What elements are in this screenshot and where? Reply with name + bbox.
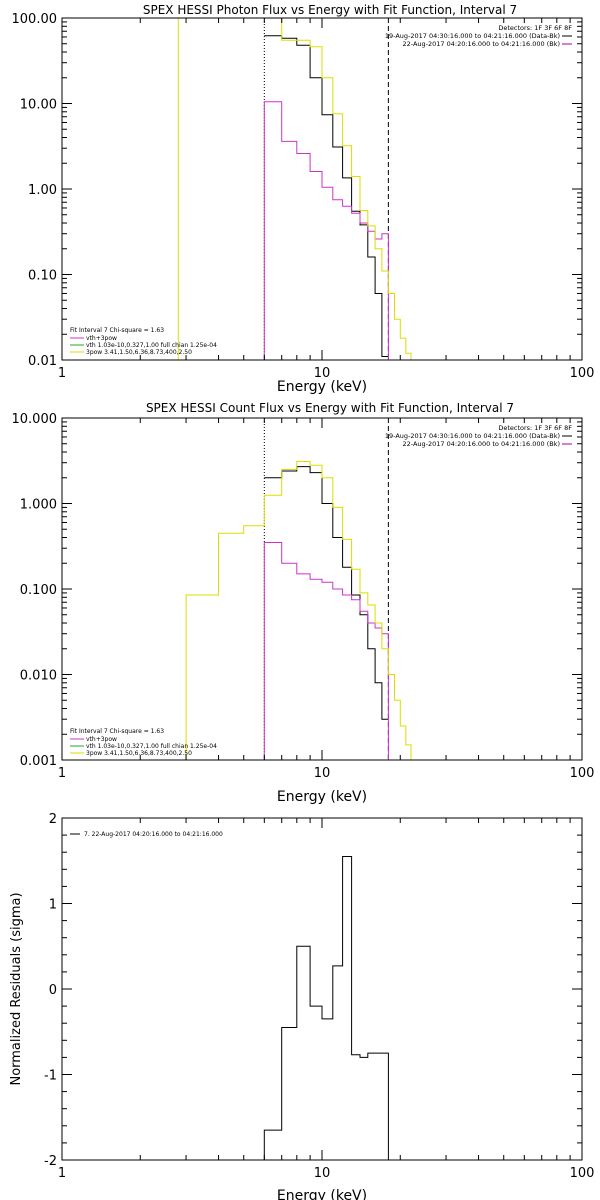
- series-model: [177, 17, 416, 361]
- y-tick-label: 0.010: [20, 669, 57, 684]
- panel3-legend-text: 7. 22-Aug-2017 04:20:16.000 to 04:21:16.…: [84, 831, 223, 838]
- series-thermal: [263, 542, 389, 760]
- panel1-fit-title: Fit Interval 7 Chi-square = 1.63: [70, 327, 164, 334]
- y-tick-label: -2: [44, 1154, 57, 1169]
- y-tick-label: 1: [49, 898, 57, 913]
- x-tick-label: 1: [58, 766, 66, 781]
- y-tick-label: 0.001: [20, 754, 57, 769]
- panel-photon-flux: SPEX HESSI Photon Flux vs Energy with Fi…: [12, 3, 595, 395]
- panel2-fit-legend: Fit Interval 7 Chi-square = 1.63 vth+3po…: [70, 728, 217, 757]
- y-tick-label: 10.00: [20, 98, 57, 113]
- y-tick-label: 0.01: [28, 354, 57, 369]
- panel2-info-detectors: Detectors: 1F 3F 6F 8F: [498, 424, 572, 432]
- panel3-ylabel: Normalized Residuals (sigma): [9, 892, 24, 1085]
- panel2-fit-3pow: 3pow 3.41,1.50,6.36,8.73,400,2.50: [86, 750, 192, 757]
- x-tick-label: 1: [58, 1166, 66, 1181]
- panel3-xlabel: Energy (keV): [277, 1188, 367, 1200]
- panel1-info-data-interval: 19-Aug-2017 04:30:16.000 to 04:21:16.000…: [385, 32, 560, 40]
- panel1-fit-3pow: 3pow 3.41,1.50,6.36,8.73,400,2.50: [86, 349, 192, 356]
- panel1-fit-legend: Fit Interval 7 Chi-square = 1.63 vth+3po…: [70, 327, 217, 356]
- y-tick-label: 10.000: [12, 412, 58, 427]
- y-tick-label: 0: [49, 983, 57, 998]
- panel1-info-detectors: Detectors: 1F 3F 6F 8F: [498, 24, 572, 32]
- panel1-info-bk-interval: 22-Aug-2017 04:20:16.000 to 04:21:16.000…: [403, 40, 560, 48]
- panel1-fit-vth: vth 1.03e-10,0.327,1.00 full chian 1.25e…: [86, 342, 217, 349]
- x-tick-label: 100: [570, 1166, 595, 1181]
- panel1-xlabel: Energy (keV): [277, 379, 367, 395]
- panel2-title: SPEX HESSI Count Flux vs Energy with Fit…: [146, 401, 514, 415]
- panel2-info-box: Detectors: 1F 3F 6F 8F 19-Aug-2017 04:30…: [385, 424, 572, 448]
- y-tick-label: -1: [44, 1069, 57, 1084]
- panel3-legend: 7. 22-Aug-2017 04:20:16.000 to 04:21:16.…: [70, 831, 223, 838]
- panel1-ticks: 1 10 100 0.01 0.10 1.00 10.00 100.00: [12, 12, 595, 381]
- panel2-info-data-interval: 19-Aug-2017 04:30:16.000 to 04:21:16.000…: [385, 432, 560, 440]
- x-tick-label: 100: [570, 366, 595, 381]
- series-data_series: [264, 35, 389, 357]
- y-tick-label: 100.00: [12, 12, 58, 27]
- panel2-xlabel: Energy (keV): [277, 789, 367, 805]
- panel-count-flux: SPEX HESSI Count Flux vs Energy with Fit…: [12, 401, 595, 805]
- panel3-ticks: 1 10 100 -2 -1 0 1 2: [44, 812, 594, 1181]
- panel-residuals: 1 10 100 -2 -1 0 1 2 Energy (keV) Normalized Re…: [9, 812, 594, 1200]
- x-tick-label: 100: [570, 766, 595, 781]
- panel2-plot-area: [185, 418, 416, 761]
- panel2-ticks: 1 10 100 0.001 0.010 0.100 1.000 10.000: [12, 412, 595, 781]
- y-tick-label: 0.10: [28, 269, 57, 284]
- panel2-fit-vth: vth 1.03e-10,0.327,1.00 full chian 1.25e…: [86, 743, 217, 750]
- x-tick-label: 10: [314, 766, 331, 781]
- y-tick-label: 1.00: [28, 183, 57, 198]
- panel1-fit-total: vth+3pow: [86, 335, 117, 342]
- y-tick-label: 1.000: [20, 498, 57, 513]
- panel3-plot-area: [263, 856, 389, 1160]
- series-model: [185, 461, 416, 761]
- panel1-info-box: Detectors: 1F 3F 6F 8F 19-Aug-2017 04:30…: [385, 24, 572, 48]
- panel2-fit-total: vth+3pow: [86, 736, 117, 743]
- x-tick-label: 10: [314, 1166, 331, 1181]
- series-data_series: [263, 856, 389, 1160]
- y-tick-label: 2: [49, 812, 57, 827]
- panel1-plot-area: [177, 17, 416, 361]
- panel2-fit-title: Fit Interval 7 Chi-square = 1.63: [70, 728, 164, 735]
- x-tick-label: 1: [58, 366, 66, 381]
- x-tick-label: 10: [314, 366, 331, 381]
- panel2-info-bk-interval: 22-Aug-2017 04:20:16.000 to 04:21:16.000…: [403, 440, 560, 448]
- y-tick-label: 0.100: [20, 583, 57, 598]
- panel1-title: SPEX HESSI Photon Flux vs Energy with Fi…: [143, 3, 517, 17]
